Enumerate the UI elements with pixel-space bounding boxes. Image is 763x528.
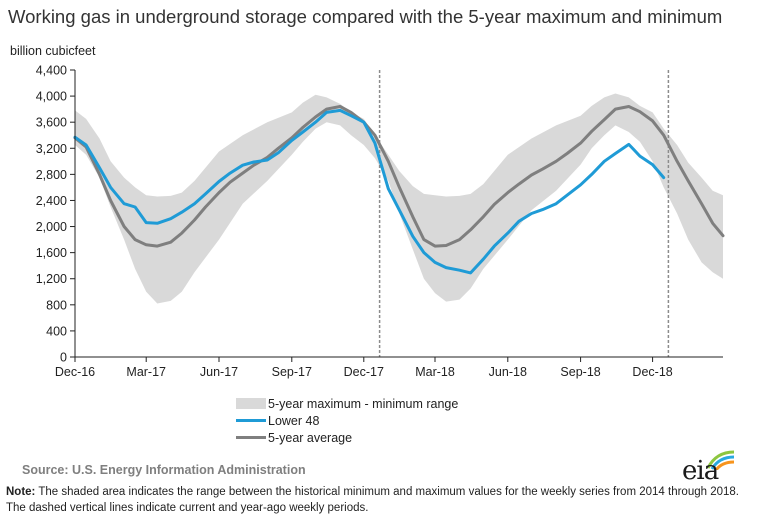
eia-logo-text: eia bbox=[682, 456, 719, 486]
chart-title: Working gas in underground storage compa… bbox=[8, 6, 723, 27]
y-tick-label: 800 bbox=[46, 298, 67, 312]
legend: 5-year maximum - minimum range Lower 48 … bbox=[236, 395, 458, 446]
y-tick-label: 4,400 bbox=[36, 64, 67, 78]
y-tick-label: 2,000 bbox=[36, 220, 67, 234]
legend-item-average: 5-year average bbox=[236, 429, 458, 446]
note-text: The shaded area indicates the range betw… bbox=[6, 486, 739, 514]
legend-item-lower48: Lower 48 bbox=[236, 412, 458, 429]
x-tick-label: Dec-17 bbox=[344, 365, 384, 379]
series-line-5-year-average bbox=[73, 105, 725, 248]
y-tick-label: 3,200 bbox=[36, 142, 67, 156]
y-tick-label: 4,000 bbox=[36, 90, 67, 104]
y-tick-label: 3,600 bbox=[36, 116, 67, 130]
x-tick-label: Jun-17 bbox=[200, 365, 238, 379]
x-tick-label: Mar-18 bbox=[415, 365, 455, 379]
legend-label-range: 5-year maximum - minimum range bbox=[268, 396, 459, 411]
y-tick-label: 2,400 bbox=[36, 194, 67, 208]
legend-label-average: 5-year average bbox=[268, 430, 353, 445]
source-text: Source: U.S. Energy Information Administ… bbox=[22, 463, 306, 477]
note-label: Note: bbox=[6, 486, 36, 498]
y-tick-label: 1,200 bbox=[36, 272, 67, 286]
x-tick-label: Mar-17 bbox=[126, 365, 166, 379]
eia-logo: eia bbox=[682, 450, 742, 486]
note: Note: The shaded area indicates the rang… bbox=[6, 484, 758, 516]
y-tick-label: 400 bbox=[46, 324, 67, 338]
y-axis-unit-label: billion cubicfeet bbox=[10, 44, 96, 58]
eia-logo-arcs bbox=[706, 450, 735, 470]
range-band bbox=[75, 93, 723, 304]
y-tick-label: 2,800 bbox=[36, 168, 67, 182]
legend-swatch-lower48 bbox=[236, 419, 266, 422]
legend-label-lower48: Lower 48 bbox=[268, 413, 320, 428]
x-tick-label: Sep-17 bbox=[272, 365, 312, 379]
legend-swatch-average bbox=[236, 436, 266, 439]
y-tick-label: 1,600 bbox=[36, 246, 67, 260]
x-tick-label: Dec-18 bbox=[632, 365, 672, 379]
series-line-lower-48 bbox=[73, 108, 666, 275]
y-tick-label: 0 bbox=[60, 351, 67, 365]
legend-item-range: 5-year maximum - minimum range bbox=[236, 395, 458, 412]
legend-swatch-range bbox=[236, 398, 266, 409]
chart: 0 400 800 1,200 1,600 2,000 2,400 2,800 3,200 3,6… bbox=[36, 64, 725, 379]
x-tick-label: Sep-18 bbox=[560, 365, 600, 379]
x-tick-label: Jun-18 bbox=[489, 365, 527, 379]
x-tick-label: Dec-16 bbox=[55, 365, 95, 379]
